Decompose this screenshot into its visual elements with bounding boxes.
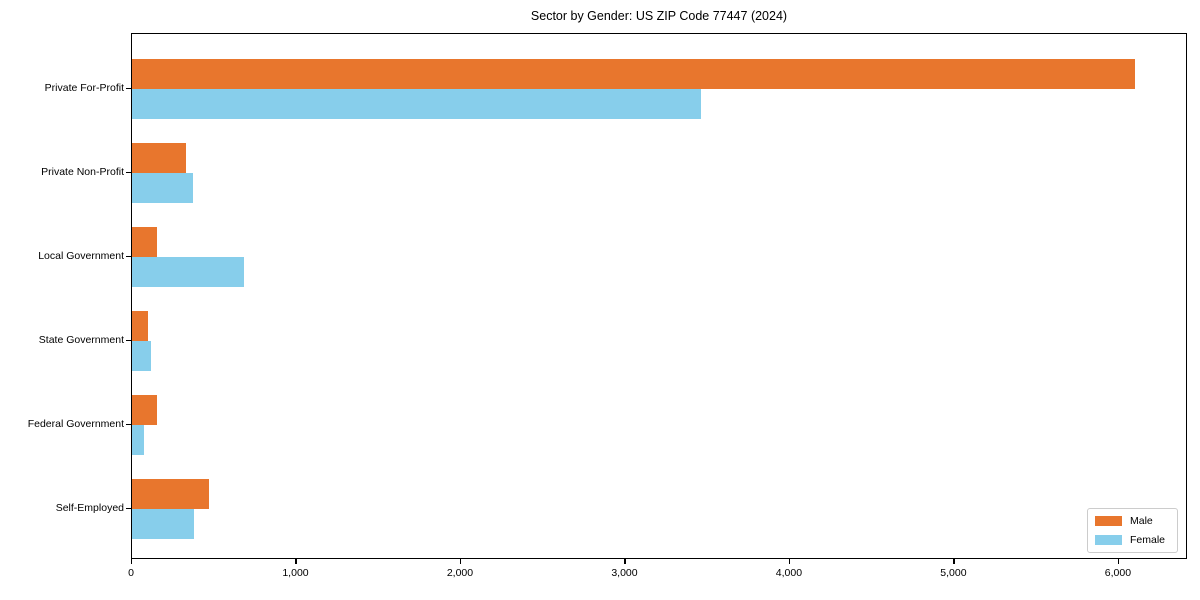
x-tick-label-4-000: 4,000	[775, 567, 803, 579]
x-tick-label-6-000: 6,000	[1104, 567, 1132, 579]
plot-area	[131, 33, 1187, 559]
legend-label-male: Male	[1130, 515, 1153, 527]
x-tick-mark	[953, 559, 955, 564]
legend-entry-male: Male	[1095, 514, 1170, 528]
x-tick-mark	[131, 559, 133, 564]
bar-female-private-for-profit	[132, 89, 702, 119]
y-tick-label-private-non-profit: Private Non-Profit	[41, 166, 124, 178]
x-tick-mark	[295, 559, 297, 564]
bar-male-state-government	[132, 311, 149, 341]
legend-label-female: Female	[1130, 534, 1166, 546]
y-tick-mark	[126, 172, 131, 174]
legend-entry-female: Female	[1095, 533, 1170, 547]
bar-male-federal-government	[132, 395, 157, 425]
chart-title: Sector by Gender: US ZIP Code 77447 (202…	[530, 9, 788, 23]
legend-swatch-male	[1095, 516, 1122, 526]
x-tick-mark	[624, 559, 626, 564]
y-tick-label-private-for-profit: Private For-Profit	[44, 82, 124, 94]
x-tick-label-0: 0	[128, 567, 134, 579]
bar-male-local-government	[132, 227, 157, 257]
bar-female-federal-government	[132, 425, 145, 455]
bar-female-private-non-profit	[132, 173, 193, 203]
y-tick-mark	[126, 424, 131, 426]
y-tick-label-state-government: State Government	[38, 334, 124, 346]
x-tick-mark	[788, 559, 791, 564]
x-tick-label-3-000: 3,000	[611, 567, 638, 579]
x-tick-mark	[459, 559, 462, 564]
y-tick-label-local-government: Local Government	[38, 250, 124, 262]
y-tick-mark	[126, 508, 131, 510]
y-tick-mark	[126, 340, 131, 342]
y-tick-mark	[126, 88, 131, 90]
bar-male-private-for-profit	[132, 59, 1136, 89]
bar-female-state-government	[132, 341, 151, 371]
bar-female-local-government	[132, 257, 244, 287]
legend-swatch-female	[1095, 535, 1122, 545]
y-tick-label-federal-government: Federal Government	[27, 418, 124, 430]
legend: Male Female	[1087, 508, 1178, 553]
bar-female-self-employed	[132, 509, 194, 539]
x-tick-label-2-000: 2,000	[446, 567, 474, 579]
y-tick-label-self-employed: Self-Employed	[55, 502, 124, 514]
x-tick-label-1-000: 1,000	[282, 567, 309, 579]
x-tick-label-5-000: 5,000	[940, 567, 967, 579]
bar-male-self-employed	[132, 479, 210, 509]
x-tick-mark	[1117, 559, 1120, 564]
y-tick-mark	[126, 256, 131, 258]
bar-male-private-non-profit	[132, 143, 187, 173]
